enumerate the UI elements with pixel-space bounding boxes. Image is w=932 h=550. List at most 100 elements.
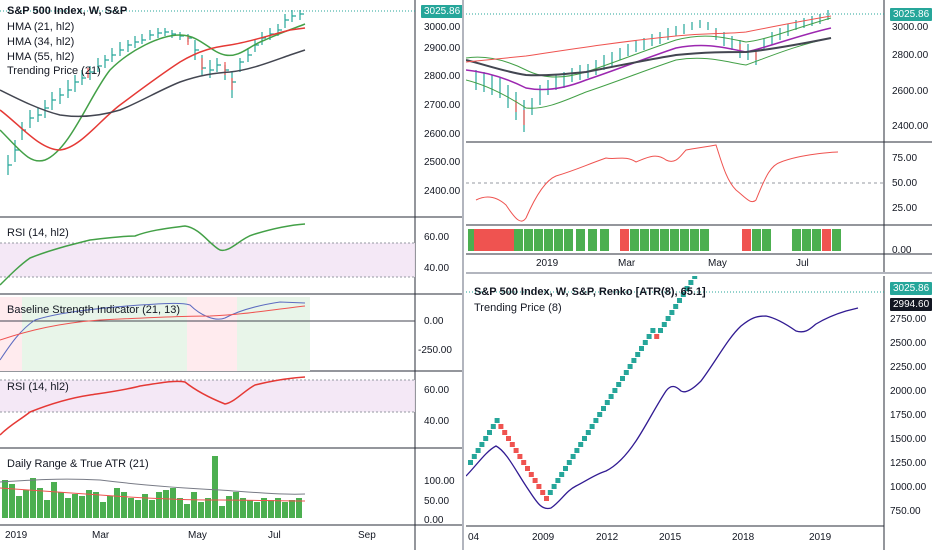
signal-bar (640, 229, 649, 251)
axis-label: -250.00 (418, 345, 452, 356)
axis-label: 3000.00 (892, 22, 929, 33)
rsi2-line (0, 376, 306, 436)
signal-bar (752, 229, 761, 251)
renko-brick-up (593, 418, 599, 423)
time-label: Sep (358, 530, 376, 541)
rsi-band (0, 243, 415, 277)
atr-bar (107, 496, 113, 518)
signal-bar (544, 229, 553, 251)
bsi-line-blue (0, 301, 306, 361)
atr-bar (2, 480, 8, 518)
time-label: 2015 (659, 532, 682, 543)
axis-label: 2750.00 (890, 314, 927, 325)
axis-label: 25.00 (892, 203, 918, 214)
atr-bar (51, 482, 57, 518)
atr-bar (79, 496, 85, 518)
renko-brick-up (627, 364, 633, 369)
legend-trending-price[interactable]: Trending Price (21) (7, 65, 101, 77)
signal-bar (680, 229, 689, 251)
layout-splitter[interactable] (462, 0, 464, 550)
renko-brick-up (639, 346, 644, 351)
atr-bar (149, 500, 155, 518)
renko-canvas (466, 276, 885, 550)
renko-brick-up (623, 370, 629, 375)
renko-brick-up (582, 436, 587, 441)
axis-label: 2000.00 (890, 386, 927, 397)
lower-band-line (466, 37, 832, 109)
legend-hma21[interactable]: HMA (21, hl2) (7, 21, 75, 33)
signal-bar (514, 229, 523, 251)
renko-brick-up (479, 442, 485, 447)
layout-splitter[interactable] (466, 272, 932, 274)
atr-bar (219, 506, 225, 518)
axis-label: 2400.00 (424, 186, 461, 197)
renko-brick-down (528, 472, 534, 477)
renko-brick-up (585, 430, 591, 435)
atr-bar (233, 492, 239, 518)
signal-bars (468, 229, 841, 251)
renko-brick-up (688, 280, 694, 285)
renko-brick-up (559, 472, 565, 477)
signal-bar (506, 229, 515, 251)
signal-line (466, 15, 832, 63)
axis-label: 750.00 (890, 506, 921, 517)
renko-brick-down (502, 430, 508, 435)
legend-atr[interactable]: Daily Range & True ATR (21) (7, 458, 149, 470)
axis-label: 2250.00 (890, 362, 927, 373)
time-label: Mar (92, 530, 110, 541)
renko-brick-up (475, 448, 481, 453)
time-label: 2019 (809, 532, 832, 543)
hma34-line (0, 27, 306, 151)
renko-brick-up (620, 376, 625, 381)
legend-bsi[interactable]: Baseline Strength Indicator (21, 13) (7, 304, 181, 316)
atr-bar (58, 492, 64, 518)
time-label: 2009 (532, 532, 555, 543)
renko-brick-up (692, 276, 698, 279)
legend-hma34[interactable]: HMA (34, hl2) (7, 36, 75, 48)
trend-line (466, 37, 832, 77)
atr-bar (156, 492, 162, 518)
atr-bar (296, 498, 302, 518)
renko-brick-down (525, 466, 530, 471)
atr-bar (72, 494, 78, 518)
legend-rsi2[interactable]: RSI (14, hl2) (7, 381, 69, 393)
last-price-tag: 3025.86 (421, 5, 462, 18)
top-right-chart[interactable]: 3025.86 3000.00 2800.00 2600.00 2400.00 … (466, 0, 932, 272)
atr-bar (275, 498, 281, 518)
atr-bar (177, 498, 183, 518)
atr-bar (135, 500, 141, 518)
chart-title: S&P 500 Index, W, S&P, Renko [ATR(8), 65… (474, 286, 706, 298)
atr-bar (226, 496, 232, 518)
true-atr-line (0, 478, 306, 495)
renko-brick-up (566, 460, 572, 465)
atr-bar (93, 492, 99, 518)
renko-brick-up (589, 424, 595, 429)
renko-chart[interactable]: S&P 500 Index, W, S&P, Renko [ATR(8), 65… (466, 276, 932, 550)
renko-brick-up (684, 286, 690, 291)
axis-label: 100.00 (424, 476, 455, 487)
legend-rsi1[interactable]: RSI (14, hl2) (7, 227, 69, 239)
chart-title: S&P 500 Index, W, S&P (7, 5, 128, 17)
time-label: 2012 (596, 532, 619, 543)
atr-bar (128, 498, 134, 518)
renko-brick-up (608, 394, 614, 399)
signal-bar (474, 229, 483, 251)
signal-bar (490, 229, 499, 251)
atr-bar (254, 502, 260, 518)
signal-bar (700, 229, 709, 251)
renko-brick-down (506, 436, 511, 441)
signal-bar (670, 229, 679, 251)
legend-trending-price[interactable]: Trending Price (8) (474, 302, 562, 314)
signal-bar (482, 229, 491, 251)
left-chart-canvas (0, 0, 462, 550)
axis-label: 2600.00 (892, 86, 929, 97)
renko-brick-up (631, 358, 637, 363)
legend-hma55[interactable]: HMA (55, hl2) (7, 51, 75, 63)
renko-brick-up (612, 388, 618, 393)
renko-brick-up (669, 310, 675, 315)
renko-brick-up (578, 442, 584, 447)
renko-brick-down (654, 334, 660, 339)
atr-bar (184, 504, 190, 518)
axis-label: 2800.00 (892, 50, 929, 61)
left-chart[interactable]: S&P 500 Index, W, S&P HMA (21, hl2) HMA … (0, 0, 462, 550)
